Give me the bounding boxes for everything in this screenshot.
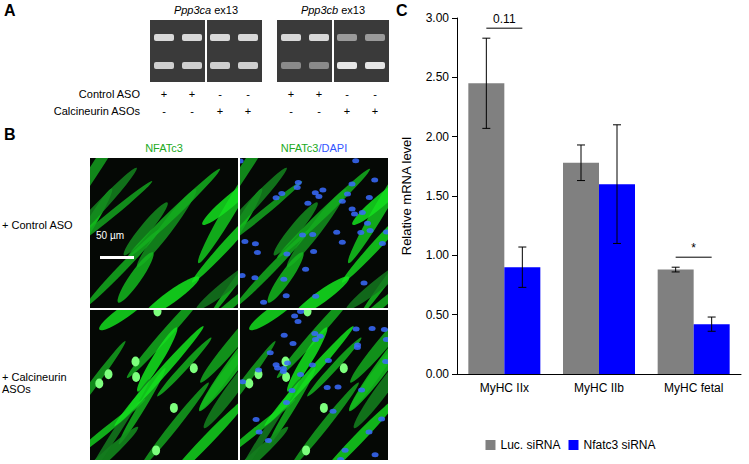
html-text:+ Control ASO: + Control ASO	[2, 219, 73, 231]
html-text:50 µm: 50 µm	[96, 230, 124, 241]
html-text:B: B	[4, 126, 16, 143]
svg-text:*: *	[691, 241, 696, 255]
html-text:C: C	[396, 2, 408, 19]
svg-text:2.50: 2.50	[426, 70, 450, 84]
svg-text:MyHC IIx: MyHC IIx	[480, 381, 529, 395]
html-text:NFATc3: NFATc3	[145, 142, 183, 154]
html-text:NFATc3 /DAPI: NFATc3 /DAPI	[280, 142, 348, 154]
html-text:+ Calcineurin ASOs: + Calcineurin ASOs	[2, 371, 67, 395]
html-text:Control ASO: Control ASO	[78, 88, 140, 100]
html-text:A: A	[4, 2, 16, 19]
svg-text:0.50: 0.50	[426, 308, 450, 322]
html-text:Ppp3cb ex13: Ppp3cb ex13	[300, 4, 366, 16]
svg-text:Relative mRNA level: Relative mRNA level	[399, 137, 414, 256]
html-text:Calcineurin ASOs: Calcineurin ASOs	[53, 105, 140, 117]
svg-text:MyHC fetal: MyHC fetal	[664, 381, 723, 395]
svg-text:Luc. siRNA: Luc. siRNA	[500, 438, 560, 452]
svg-text:Nfatc3 siRNA: Nfatc3 siRNA	[584, 438, 656, 452]
html-text:Ppp3ca ex13: Ppp3ca ex13	[173, 4, 239, 16]
svg-text:1.00: 1.00	[426, 248, 450, 262]
svg-text:1.50: 1.50	[426, 189, 450, 203]
svg-text:0.00: 0.00	[426, 367, 450, 381]
svg-text:0.11: 0.11	[493, 12, 516, 26]
svg-text:MyHC IIb: MyHC IIb	[574, 381, 624, 395]
svg-text:2.00: 2.00	[426, 130, 450, 144]
svg-text:3.00: 3.00	[426, 11, 450, 25]
